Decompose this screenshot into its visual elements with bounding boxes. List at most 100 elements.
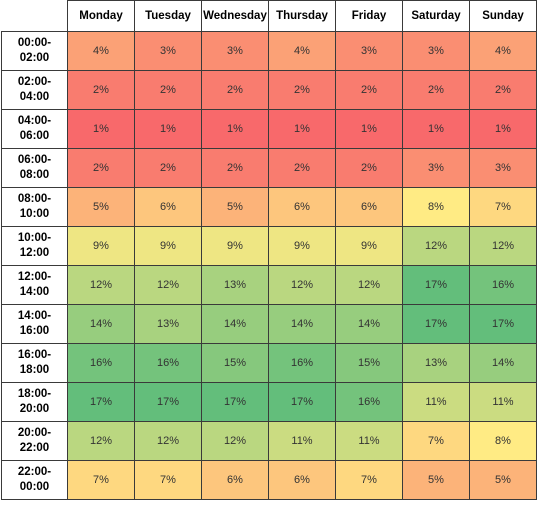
heatmap-cell: 5% [201, 187, 269, 227]
heatmap-cell: 11% [469, 382, 537, 422]
row-header: 16:00- 18:00 [1, 343, 68, 383]
heatmap-cell: 3% [469, 148, 537, 188]
heatmap-cell: 2% [268, 70, 336, 110]
row-header: 20:00- 22:00 [1, 421, 68, 461]
heatmap-cell: 17% [268, 382, 336, 422]
row-header-line: 08:00- [17, 193, 52, 205]
column-header: Saturday [402, 0, 470, 32]
row-header-line: 22:00 [19, 442, 50, 454]
row-header-line: 10:00- [17, 232, 52, 244]
row-header: 10:00- 12:00 [1, 226, 68, 266]
heatmap-cell: 2% [67, 70, 135, 110]
row-header-line: 00:00- [17, 37, 52, 49]
heatmap-cell: 9% [268, 226, 336, 266]
row-header-line: 16:00- [17, 349, 52, 361]
heatmap-row: 06:00- 08:00 2% 2% 2% 2% 2% 3% 3% [1, 148, 537, 188]
heatmap-row: 12:00- 14:00 12% 12% 13% 12% 12% 17% 16% [1, 265, 537, 305]
heatmap-cell: 2% [402, 70, 470, 110]
row-header-line: 06:00 [19, 130, 50, 142]
heatmap-cell: 13% [134, 304, 202, 344]
column-header: Thursday [268, 0, 336, 32]
heatmap-cell: 6% [335, 187, 403, 227]
heatmap-cell: 1% [134, 109, 202, 149]
heatmap-cell: 17% [402, 304, 470, 344]
heatmap-cell: 17% [134, 382, 202, 422]
heatmap-cell: 3% [201, 31, 269, 71]
heatmap-cell: 2% [201, 148, 269, 188]
row-header: 04:00- 06:00 [1, 109, 68, 149]
heatmap-row: 02:00- 04:00 2% 2% 2% 2% 2% 2% 2% [1, 70, 537, 110]
heatmap-cell: 12% [201, 421, 269, 461]
heatmap-cell: 17% [469, 304, 537, 344]
column-header: Tuesday [134, 0, 202, 32]
heatmap-cell: 1% [67, 109, 135, 149]
row-header: 14:00- 16:00 [1, 304, 68, 344]
heatmap-cell: 17% [201, 382, 269, 422]
heatmap-cell: 11% [268, 421, 336, 461]
heatmap-row: 04:00- 06:00 1% 1% 1% 1% 1% 1% 1% [1, 109, 537, 149]
row-header-line: 16:00 [19, 325, 50, 337]
heatmap-cell: 1% [268, 109, 336, 149]
heatmap-cell: 7% [402, 421, 470, 461]
heatmap-cell: 12% [402, 226, 470, 266]
row-header-line: 14:00- [17, 310, 52, 322]
heatmap-cell: 4% [67, 31, 135, 71]
heatmap-cell: 2% [268, 148, 336, 188]
heatmap-cell: 17% [67, 382, 135, 422]
heatmap-cell: 5% [402, 460, 470, 500]
row-header-line: 20:00- [17, 427, 52, 439]
heatmap-cell: 2% [335, 70, 403, 110]
row-header: 06:00- 08:00 [1, 148, 68, 188]
heatmap-cell: 2% [469, 70, 537, 110]
heatmap-cell: 16% [268, 343, 336, 383]
heatmap-row: 00:00- 02:00 4% 3% 3% 4% 3% 3% 4% [1, 31, 537, 71]
row-header-line: 06:00- [17, 154, 52, 166]
heatmap-cell: 8% [402, 187, 470, 227]
heatmap-cell: 13% [201, 265, 269, 305]
heatmap-row: 18:00- 20:00 17% 17% 17% 17% 16% 11% 11% [1, 382, 537, 422]
row-header-line: 12:00 [19, 247, 50, 259]
heatmap-cell: 4% [268, 31, 336, 71]
heatmap-row: 16:00- 18:00 16% 16% 15% 16% 15% 13% 14% [1, 343, 537, 383]
heatmap-cell: 2% [134, 148, 202, 188]
heatmap-cell: 1% [335, 109, 403, 149]
row-header-line: 02:00- [17, 76, 52, 88]
heatmap-cell: 6% [134, 187, 202, 227]
heatmap-cell: 12% [67, 421, 135, 461]
heatmap-row: 08:00- 10:00 5% 6% 5% 6% 6% 8% 7% [1, 187, 537, 227]
heatmap-cell: 12% [67, 265, 135, 305]
heatmap-cell: 16% [469, 265, 537, 305]
row-header-line: 02:00 [19, 52, 50, 64]
heatmap-cell: 13% [402, 343, 470, 383]
heatmap-row: 10:00- 12:00 9% 9% 9% 9% 9% 12% 12% [1, 226, 537, 266]
heatmap-cell: 12% [134, 265, 202, 305]
column-header: Sunday [469, 0, 537, 32]
heatmap-cell: 9% [67, 226, 135, 266]
heatmap-cell: 7% [134, 460, 202, 500]
heatmap-cell: 14% [201, 304, 269, 344]
heatmap-cell: 2% [134, 70, 202, 110]
heatmap-cell: 4% [469, 31, 537, 71]
heatmap-cell: 7% [469, 187, 537, 227]
heatmap-cell: 14% [335, 304, 403, 344]
heatmap-body: 00:00- 02:00 4% 3% 3% 4% 3% 3% 4% 02:00- 04:00 2% 2%… [1, 31, 537, 500]
heatmap-cell: 5% [67, 187, 135, 227]
column-header: Monday [67, 0, 135, 32]
heatmap-cell: 11% [402, 382, 470, 422]
column-header: Friday [335, 0, 403, 32]
row-header: 02:00- 04:00 [1, 70, 68, 110]
heatmap-cell: 6% [268, 187, 336, 227]
heatmap-cell: 9% [335, 226, 403, 266]
heatmap-cell: 2% [67, 148, 135, 188]
heatmap-cell: 16% [134, 343, 202, 383]
row-header-line: 14:00 [19, 286, 50, 298]
row-header-line: 22:00- [17, 466, 52, 478]
row-header: 08:00- 10:00 [1, 187, 68, 227]
heatmap-cell: 2% [201, 70, 269, 110]
heatmap-cell: 8% [469, 421, 537, 461]
header-row: Monday Tuesday Wednesday Thursday Friday… [1, 0, 537, 32]
row-header-line: 04:00- [17, 115, 52, 127]
heatmap-cell: 14% [67, 304, 135, 344]
column-header: Wednesday [201, 0, 269, 32]
heatmap-cell: 1% [402, 109, 470, 149]
